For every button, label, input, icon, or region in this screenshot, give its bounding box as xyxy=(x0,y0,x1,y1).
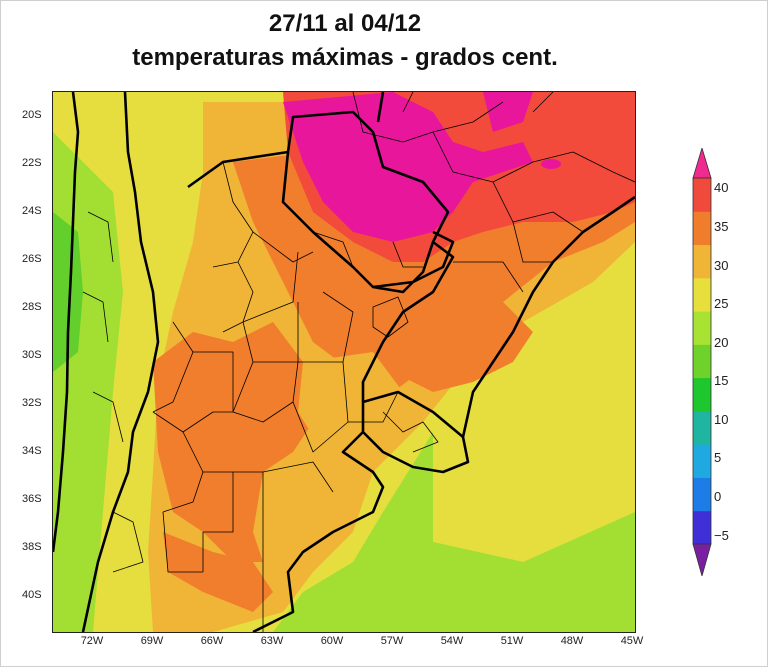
andes-green-darker xyxy=(53,212,83,372)
colorbar-label-20: 20 xyxy=(714,335,729,350)
colorbar-segment xyxy=(693,311,711,345)
temperature-map xyxy=(52,91,636,633)
colorbar-label-0: 0 xyxy=(714,489,722,504)
colorbar-segment xyxy=(693,410,711,445)
colorbar-segment xyxy=(693,444,711,478)
lat-label-36s: 36S xyxy=(22,493,42,505)
temperature-map-svg xyxy=(53,92,635,632)
lat-label-22s: 22S xyxy=(22,157,42,169)
colorbar-segment xyxy=(693,211,711,246)
lon-label-51w: 51W xyxy=(500,635,524,647)
colorbar-segment xyxy=(693,344,711,379)
lat-label-24s: 24S xyxy=(22,205,42,217)
colorbar-segment xyxy=(693,178,711,212)
colorbar-segment xyxy=(693,244,711,279)
figure-title-date-range: 27/11 al 04/12 xyxy=(268,10,422,37)
province-borders xyxy=(82,92,635,632)
lat-label-40s: 40S xyxy=(22,589,42,601)
lat-label-32s: 32S xyxy=(22,397,42,409)
colorbar-label-10: 10 xyxy=(714,412,729,427)
temp-30-35-south-zone xyxy=(163,532,273,612)
temp-30-35-litoral-zone xyxy=(383,292,533,392)
south-atlantic-green-zone xyxy=(283,512,635,632)
lon-label-66w: 66W xyxy=(200,635,224,647)
lon-label-69w: 69W xyxy=(140,635,164,647)
temp-above-40-north-patch xyxy=(483,92,533,132)
lon-label-48w: 48W xyxy=(560,635,584,647)
lon-label-72w: 72W xyxy=(80,635,104,647)
colorbar-label-25: 25 xyxy=(714,296,729,311)
figure-title-variable: temperaturas máximas - grados cent. xyxy=(132,44,558,71)
colorbar-top-arrow xyxy=(692,148,712,179)
lon-label-60w: 60W xyxy=(320,635,344,647)
lat-label-26s: 26S xyxy=(22,253,42,265)
colorbar-outline xyxy=(692,177,712,545)
temp-above-40-zone xyxy=(283,92,533,242)
colorbar-bottom-arrow xyxy=(692,543,712,576)
lon-label-63w: 63W xyxy=(260,635,284,647)
colorbar-segment xyxy=(693,510,711,545)
colorbar-label-15: 15 xyxy=(714,373,729,388)
colorbar-label-minus5: −5 xyxy=(714,528,729,543)
lat-label-34s: 34S xyxy=(22,445,42,457)
colorbar-label-35: 35 xyxy=(714,219,729,234)
colorbar-segment xyxy=(693,277,711,312)
colorbar-label-5: 5 xyxy=(714,450,722,465)
lon-label-54w: 54W xyxy=(440,635,464,647)
lat-label-20s: 20S xyxy=(22,109,42,121)
colorbar-segments xyxy=(692,148,712,576)
country-borders xyxy=(53,92,635,632)
lat-label-28s: 28S xyxy=(22,301,42,313)
colorbar-label-40: 40 xyxy=(714,180,729,195)
lat-label-30s: 30S xyxy=(22,349,42,361)
temp-above-40-east-patch xyxy=(541,159,561,169)
colorbar-segment xyxy=(693,377,711,412)
lat-label-38s: 38S xyxy=(22,541,42,553)
lon-label-45w: 45W xyxy=(620,635,644,647)
lon-label-57w: 57W xyxy=(380,635,404,647)
colorbar xyxy=(692,148,712,576)
colorbar-label-30: 30 xyxy=(714,258,729,273)
colorbar-segment xyxy=(693,477,711,512)
